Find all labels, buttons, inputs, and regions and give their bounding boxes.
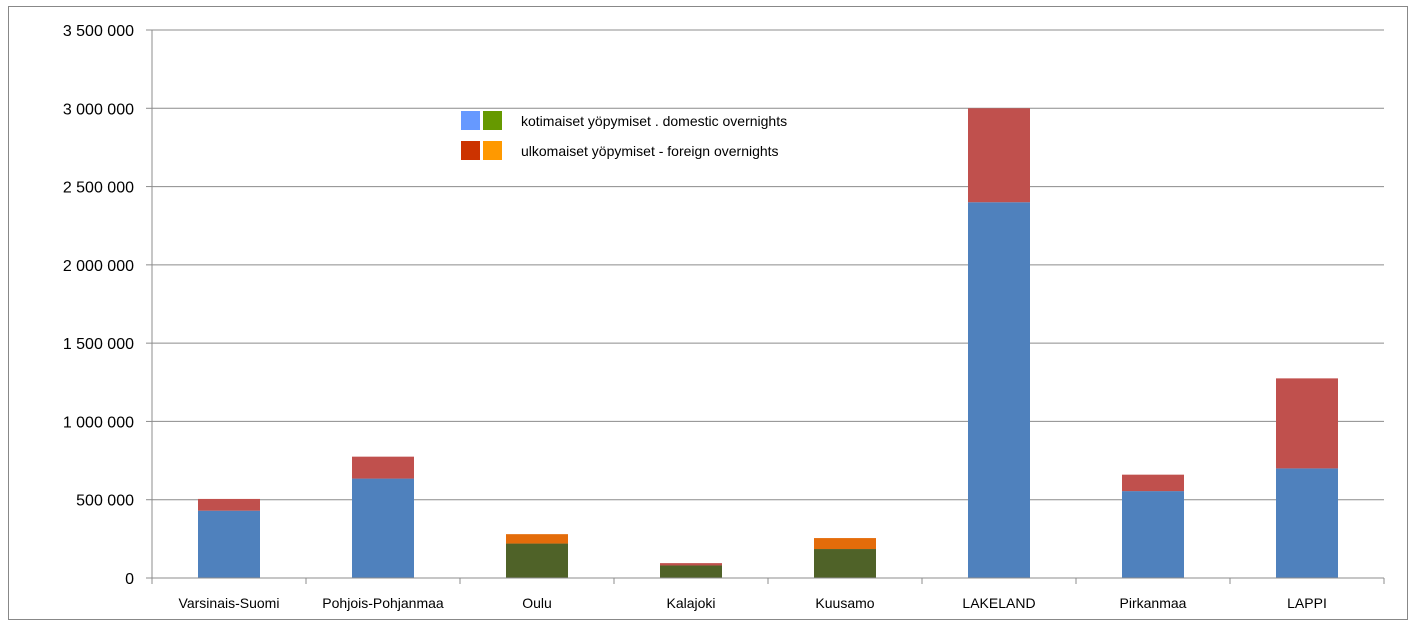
y-tick-label: 0 (125, 571, 134, 588)
bar-segment-foreign (352, 456, 414, 479)
x-tick-label: Varsinais-Suomi (179, 595, 280, 611)
bar-segment-domestic (660, 565, 722, 578)
legend-label: ulkomaiset yöpymiset - foreign overnight… (521, 143, 779, 159)
bar-segment-foreign (1276, 378, 1338, 469)
bar-segment-domestic (198, 510, 260, 578)
x-tick-label: LAPPI (1287, 595, 1327, 611)
x-tick-label: Pirkanmaa (1120, 595, 1187, 611)
x-tick-label: Pohjois-Pohjanmaa (322, 595, 444, 611)
bar-segment-domestic (506, 543, 568, 578)
y-tick-label: 1 000 000 (63, 414, 134, 431)
gridlines (152, 29, 1384, 501)
legend-swatch (483, 141, 502, 160)
y-axis-ticks: 0 500 000 1 000 000 1 500 000 2 000 000 2 500… (63, 23, 153, 588)
x-tick-label: Kuusamo (815, 595, 874, 611)
y-tick-label: 3 000 000 (63, 101, 134, 118)
y-tick-label: 2 500 000 (63, 180, 134, 197)
y-tick-label: 2 000 000 (63, 258, 134, 275)
bar-segment-domestic (1122, 491, 1184, 578)
bar-segment-foreign (198, 498, 260, 511)
x-tick-label: LAKELAND (962, 595, 1035, 611)
bar-segment-domestic (814, 549, 876, 578)
y-tick-label: 1 500 000 (63, 336, 134, 353)
legend-label: kotimaiset yöpymiset . domestic overnigh… (521, 113, 787, 129)
legend-swatch (461, 111, 480, 130)
bar-segment-foreign (1122, 474, 1184, 492)
legend-swatch (483, 111, 502, 130)
bar-segment-domestic (968, 202, 1030, 578)
bars (198, 108, 1338, 578)
y-tick-label: 3 500 000 (63, 23, 134, 40)
x-tick-label: Oulu (522, 595, 552, 611)
bar-segment-foreign (506, 534, 568, 544)
bar-segment-foreign (968, 108, 1030, 203)
legend-swatch (461, 141, 480, 160)
y-tick-label: 500 000 (76, 493, 134, 510)
bar-segment-foreign (814, 538, 876, 550)
x-tick-label: Kalajoki (666, 595, 715, 611)
legend: kotimaiset yöpymiset . domestic overnigh… (461, 111, 787, 160)
x-axis: Varsinais-Suomi Pohjois-Pohjanmaa Oulu Kala… (151, 577, 1385, 611)
bar-segment-domestic (1276, 468, 1338, 578)
bar-segment-domestic (352, 478, 414, 578)
bar-segment-foreign (660, 563, 722, 566)
